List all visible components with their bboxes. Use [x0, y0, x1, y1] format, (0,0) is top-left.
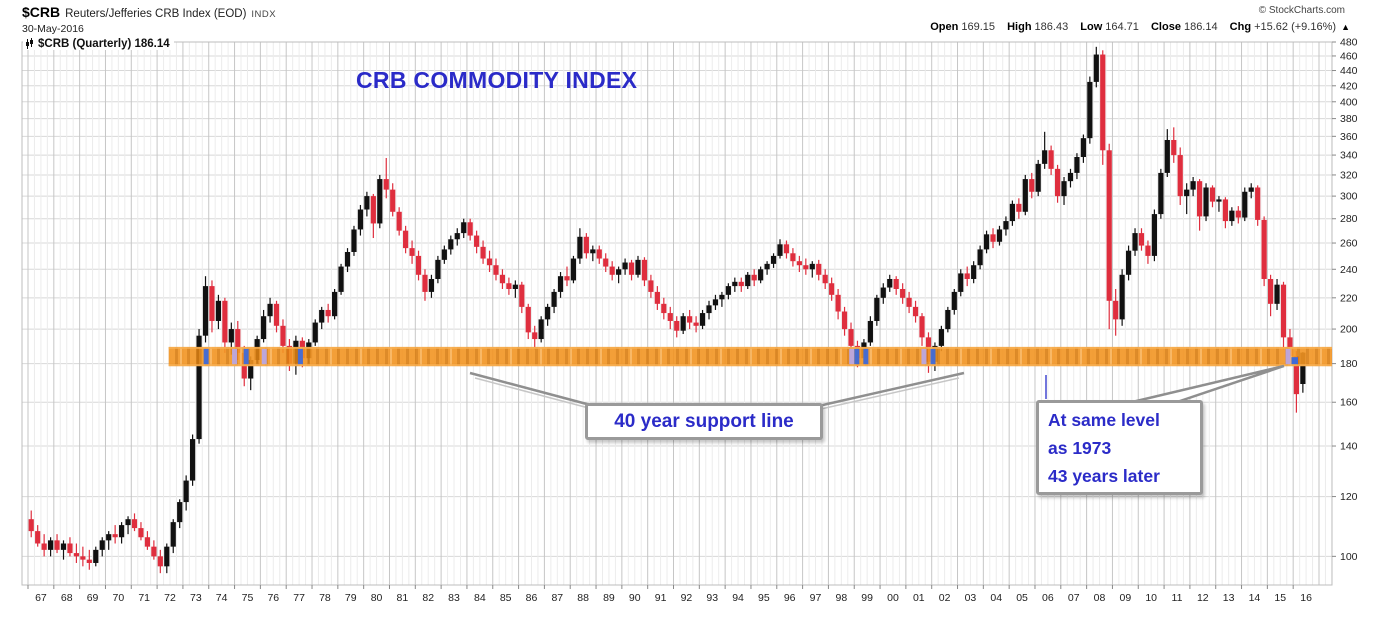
- svg-text:90: 90: [629, 592, 641, 604]
- svg-text:09: 09: [1120, 592, 1132, 604]
- svg-text:99: 99: [861, 592, 873, 604]
- svg-text:67: 67: [35, 592, 47, 604]
- svg-text:15: 15: [1274, 592, 1286, 604]
- svg-text:08: 08: [1094, 592, 1106, 604]
- svg-text:400: 400: [1340, 96, 1358, 108]
- change-value: +15.62 (+9.16%): [1254, 21, 1337, 33]
- svg-text:73: 73: [190, 592, 202, 604]
- level-callout-line1: At same level: [1048, 410, 1160, 430]
- svg-text:76: 76: [267, 592, 279, 604]
- high-value: 186.43: [1034, 21, 1069, 33]
- svg-text:300: 300: [1340, 191, 1358, 203]
- svg-text:01: 01: [913, 592, 925, 604]
- svg-text:85: 85: [500, 592, 512, 604]
- svg-text:200: 200: [1340, 324, 1358, 336]
- svg-text:16: 16: [1300, 592, 1312, 604]
- svg-text:340: 340: [1340, 150, 1358, 162]
- svg-text:220: 220: [1340, 292, 1358, 304]
- svg-text:78: 78: [319, 592, 331, 604]
- svg-text:360: 360: [1340, 131, 1358, 143]
- svg-text:240: 240: [1340, 264, 1358, 276]
- svg-text:71: 71: [138, 592, 150, 604]
- svg-text:81: 81: [397, 592, 409, 604]
- svg-text:160: 160: [1340, 397, 1358, 409]
- svg-text:77: 77: [293, 592, 305, 604]
- level-callout-line3: 43 years later: [1048, 466, 1160, 486]
- svg-text:80: 80: [371, 592, 383, 604]
- svg-text:100: 100: [1340, 551, 1358, 563]
- copyright: © StockCharts.com: [1258, 5, 1345, 16]
- change-label: Chg: [1229, 21, 1252, 33]
- svg-text:96: 96: [784, 592, 796, 604]
- low-value: 164.71: [1105, 21, 1139, 33]
- header: $CRB Reuters/Jefferies CRB Index (EOD) IND…: [22, 4, 276, 20]
- close-label: Close: [1150, 21, 1181, 33]
- level-callout-line2: as 1973: [1048, 438, 1112, 458]
- exchange-label: INDX: [251, 9, 277, 20]
- svg-text:140: 140: [1340, 441, 1358, 453]
- svg-text:89: 89: [603, 592, 615, 604]
- level-callout: At same level as 1973 43 years later: [1036, 400, 1203, 495]
- svg-text:84: 84: [474, 592, 486, 604]
- svg-text:02: 02: [939, 592, 951, 604]
- svg-text:11: 11: [1172, 592, 1183, 604]
- svg-text:460: 460: [1340, 50, 1358, 62]
- svg-text:97: 97: [810, 592, 822, 604]
- svg-text:10: 10: [1145, 592, 1157, 604]
- svg-text:70: 70: [113, 592, 125, 604]
- svg-text:98: 98: [835, 592, 847, 604]
- svg-text:79: 79: [345, 592, 357, 604]
- up-arrow-icon: ▲: [1341, 22, 1350, 32]
- svg-text:68: 68: [61, 592, 73, 604]
- svg-text:280: 280: [1340, 213, 1358, 225]
- chart-date: 30-May-2016: [22, 23, 84, 35]
- svg-text:260: 260: [1340, 238, 1358, 250]
- svg-text:83: 83: [448, 592, 460, 604]
- svg-text:86: 86: [526, 592, 538, 604]
- svg-text:95: 95: [758, 592, 770, 604]
- svg-text:440: 440: [1340, 65, 1358, 77]
- svg-text:03: 03: [965, 592, 977, 604]
- svg-text:180: 180: [1340, 358, 1358, 370]
- series-legend-text: $CRB (Quarterly) 186.14: [38, 38, 170, 50]
- svg-text:75: 75: [242, 592, 254, 604]
- svg-text:87: 87: [551, 592, 563, 604]
- chart-title: CRB COMMODITY INDEX: [356, 67, 638, 93]
- series-legend: $CRB (Quarterly) 186.14: [23, 38, 174, 50]
- ticker-symbol: $CRB: [22, 4, 61, 20]
- svg-text:74: 74: [216, 592, 228, 604]
- svg-text:480: 480: [1340, 37, 1358, 49]
- svg-text:420: 420: [1340, 80, 1358, 92]
- svg-text:320: 320: [1340, 169, 1358, 181]
- open-label: Open: [930, 21, 959, 33]
- svg-text:12: 12: [1197, 592, 1209, 604]
- svg-text:69: 69: [87, 592, 99, 604]
- svg-text:13: 13: [1223, 592, 1235, 604]
- svg-text:94: 94: [732, 592, 744, 604]
- close-value: 186.14: [1183, 21, 1218, 33]
- quote-row: Open 169.15 High 186.43 Low 164.71 Close 186…: [930, 21, 1350, 33]
- svg-text:04: 04: [990, 592, 1002, 604]
- svg-text:120: 120: [1340, 491, 1358, 503]
- svg-text:05: 05: [1016, 592, 1028, 604]
- svg-text:14: 14: [1249, 592, 1261, 604]
- support-callout: 40 year support line: [585, 403, 823, 440]
- svg-text:07: 07: [1068, 592, 1080, 604]
- svg-text:93: 93: [706, 592, 718, 604]
- candlestick-icon: [26, 38, 33, 49]
- svg-text:92: 92: [681, 592, 693, 604]
- high-label: High: [1007, 21, 1032, 33]
- open-value: 169.15: [961, 21, 996, 33]
- svg-text:82: 82: [422, 592, 434, 604]
- svg-text:380: 380: [1340, 113, 1358, 125]
- svg-text:06: 06: [1042, 592, 1054, 604]
- svg-text:91: 91: [655, 592, 667, 604]
- svg-text:88: 88: [577, 592, 589, 604]
- index-description: Reuters/Jefferies CRB Index (EOD): [65, 8, 247, 20]
- svg-text:72: 72: [164, 592, 176, 604]
- svg-text:00: 00: [887, 592, 899, 604]
- low-label: Low: [1080, 21, 1103, 33]
